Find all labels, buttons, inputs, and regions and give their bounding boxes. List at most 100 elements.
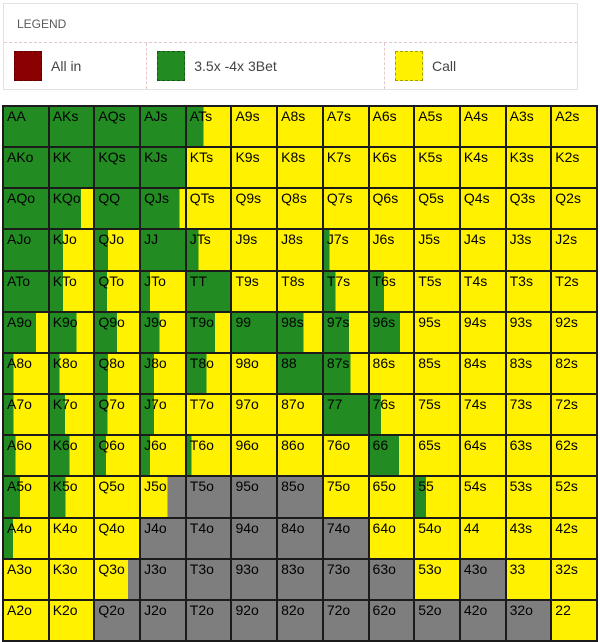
hand-cell[interactable]: K6o <box>48 435 95 477</box>
hand-cell[interactable]: Q6o <box>94 435 141 477</box>
hand-cell[interactable]: T6o <box>185 435 232 477</box>
hand-cell[interactable]: QTo <box>94 270 141 312</box>
hand-cell[interactable]: A7s <box>322 106 369 148</box>
hand-cell[interactable]: 22 <box>551 599 597 641</box>
hand-cell[interactable]: A5o <box>3 476 49 518</box>
hand-cell[interactable]: 54s <box>459 476 506 518</box>
hand-cell[interactable]: J3s <box>505 229 552 271</box>
hand-cell[interactable]: T7o <box>185 394 232 436</box>
hand-cell[interactable]: T9s <box>231 270 278 312</box>
hand-cell[interactable]: A6o <box>3 435 49 477</box>
hand-cell[interactable]: JTo <box>140 270 186 312</box>
hand-cell[interactable]: 92o <box>231 599 278 641</box>
hand-cell[interactable]: 64o <box>368 517 415 559</box>
hand-cell[interactable]: 42s <box>551 517 597 559</box>
hand-cell[interactable]: 86s <box>368 352 415 395</box>
hand-cell[interactable]: A9o <box>3 311 49 353</box>
hand-cell[interactable]: J5o <box>140 476 186 518</box>
hand-cell[interactable]: K8o <box>48 352 95 395</box>
hand-cell[interactable]: 83o <box>277 558 323 600</box>
hand-cell[interactable]: 72s <box>551 394 597 436</box>
hand-cell[interactable]: 52s <box>551 476 597 518</box>
hand-cell[interactable]: K4s <box>459 147 506 189</box>
hand-cell[interactable]: 94s <box>459 311 506 353</box>
hand-cell[interactable]: 44 <box>459 517 506 559</box>
hand-cell[interactable]: A2s <box>551 106 597 148</box>
hand-cell[interactable]: 98s <box>277 311 323 353</box>
hand-cell[interactable]: QTs <box>185 188 232 230</box>
hand-cell[interactable]: 53s <box>505 476 552 518</box>
hand-cell[interactable]: T7s <box>322 270 369 312</box>
hand-cell[interactable]: T5o <box>185 476 232 518</box>
hand-cell[interactable]: T9o <box>185 311 232 353</box>
hand-cell[interactable]: K5o <box>48 476 95 518</box>
hand-cell[interactable]: 95o <box>231 476 278 518</box>
hand-cell[interactable]: T3s <box>505 270 552 312</box>
hand-cell[interactable]: T6s <box>368 270 415 312</box>
hand-cell[interactable]: 76o <box>322 435 369 477</box>
hand-cell[interactable]: AQo <box>3 188 49 230</box>
hand-cell[interactable]: 86o <box>277 435 323 477</box>
hand-cell[interactable]: J8s <box>277 229 323 271</box>
hand-cell[interactable]: A6s <box>368 106 415 148</box>
hand-cell[interactable]: Q5s <box>414 188 460 230</box>
hand-cell[interactable]: KTs <box>185 147 232 189</box>
hand-cell[interactable]: 43o <box>459 558 506 600</box>
hand-cell[interactable]: 96s <box>368 311 415 353</box>
hand-cell[interactable]: ATo <box>3 270 49 312</box>
hand-cell[interactable]: J7s <box>322 229 369 271</box>
hand-cell[interactable]: 66 <box>368 435 415 477</box>
hand-cell[interactable]: 65s <box>414 435 460 477</box>
hand-cell[interactable]: 54o <box>414 517 460 559</box>
hand-cell[interactable]: 93o <box>231 558 278 600</box>
hand-cell[interactable]: 53o <box>414 558 460 600</box>
hand-cell[interactable]: QJs <box>140 188 186 230</box>
hand-cell[interactable]: K3o <box>48 558 95 600</box>
hand-cell[interactable]: 84o <box>277 517 323 559</box>
hand-cell[interactable]: 42o <box>459 599 506 641</box>
hand-cell[interactable]: T4o <box>185 517 232 559</box>
hand-cell[interactable]: 82s <box>551 352 597 395</box>
hand-cell[interactable]: J6s <box>368 229 415 271</box>
hand-cell[interactable]: J8o <box>140 352 186 395</box>
hand-cell[interactable]: 92s <box>551 311 597 353</box>
hand-cell[interactable]: 82o <box>277 599 323 641</box>
hand-cell[interactable]: K9s <box>231 147 278 189</box>
hand-cell[interactable]: 52o <box>414 599 460 641</box>
hand-cell[interactable]: A7o <box>3 394 49 436</box>
hand-cell[interactable]: 88 <box>277 352 323 395</box>
hand-cell[interactable]: KQs <box>94 147 141 189</box>
hand-cell[interactable]: 74o <box>322 517 369 559</box>
hand-cell[interactable]: J6o <box>140 435 186 477</box>
hand-cell[interactable]: Q9s <box>231 188 278 230</box>
hand-cell[interactable]: KQo <box>48 188 95 230</box>
hand-cell[interactable]: 55 <box>414 476 460 518</box>
hand-cell[interactable]: A4o <box>3 517 49 559</box>
hand-cell[interactable]: JJ <box>140 229 186 271</box>
hand-cell[interactable]: K6s <box>368 147 415 189</box>
hand-cell[interactable]: T2o <box>185 599 232 641</box>
hand-cell[interactable]: 85s <box>414 352 460 395</box>
hand-cell[interactable]: Q3o <box>94 558 141 600</box>
hand-cell[interactable]: 32s <box>551 558 597 600</box>
hand-cell[interactable]: 73s <box>505 394 552 436</box>
hand-cell[interactable]: J7o <box>140 394 186 436</box>
hand-cell[interactable]: 87o <box>277 394 323 436</box>
hand-cell[interactable]: J2o <box>140 599 186 641</box>
hand-cell[interactable]: A8s <box>277 106 323 148</box>
hand-cell[interactable]: 33 <box>505 558 552 600</box>
hand-cell[interactable]: 84s <box>459 352 506 395</box>
hand-cell[interactable]: K3s <box>505 147 552 189</box>
hand-cell[interactable]: 74s <box>459 394 506 436</box>
hand-cell[interactable]: QQ <box>94 188 141 230</box>
hand-cell[interactable]: Q5o <box>94 476 141 518</box>
hand-cell[interactable]: 98o <box>231 352 278 395</box>
hand-cell[interactable]: 83s <box>505 352 552 395</box>
hand-cell[interactable]: Q9o <box>94 311 141 353</box>
hand-cell[interactable]: K8s <box>277 147 323 189</box>
hand-cell[interactable]: Q2s <box>551 188 597 230</box>
hand-cell[interactable]: 97o <box>231 394 278 436</box>
hand-cell[interactable]: AJs <box>140 106 186 148</box>
hand-cell[interactable]: 93s <box>505 311 552 353</box>
hand-cell[interactable]: A2o <box>3 599 49 641</box>
